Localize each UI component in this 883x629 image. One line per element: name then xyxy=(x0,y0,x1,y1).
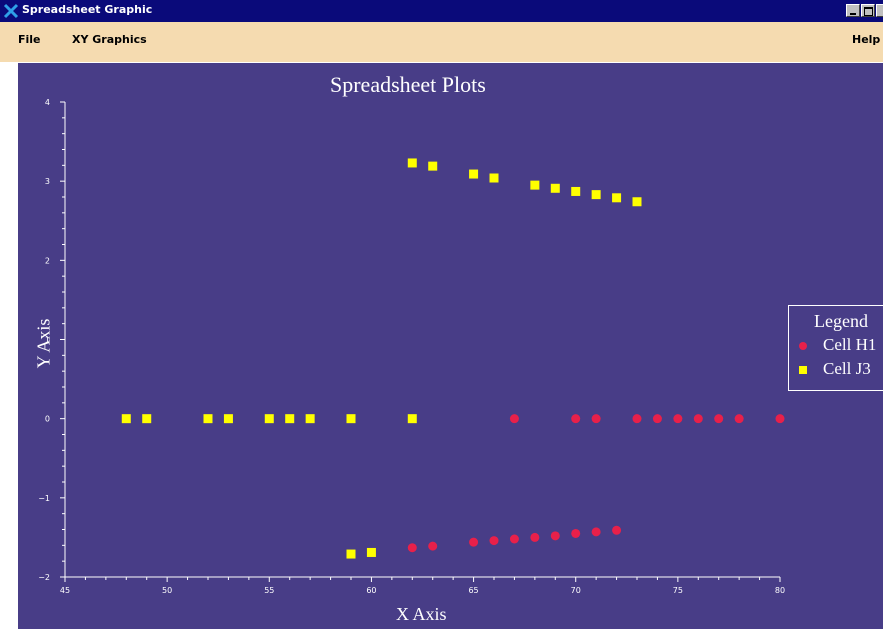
data-point-cell-h1 xyxy=(550,531,560,541)
data-point-cell-h1 xyxy=(571,414,581,424)
data-point-cell-j3 xyxy=(591,190,601,200)
data-point-cell-h1 xyxy=(673,414,683,424)
data-point-cell-h1 xyxy=(571,528,581,538)
data-point-cell-j3 xyxy=(264,414,274,424)
data-point-cell-j3 xyxy=(142,414,152,424)
data-point-cell-j3 xyxy=(346,414,356,424)
data-point-cell-h1 xyxy=(591,414,601,424)
data-point-cell-h1 xyxy=(775,414,785,424)
y-tick-label: −2 xyxy=(38,573,50,582)
legend-label: Cell J3 xyxy=(823,359,871,378)
data-point-cell-h1 xyxy=(469,537,479,547)
data-point-cell-h1 xyxy=(632,414,642,424)
data-point-cell-j3 xyxy=(121,414,131,424)
x-tick-label: 60 xyxy=(366,586,376,595)
data-point-cell-j3 xyxy=(489,173,499,183)
chart-title: Spreadsheet Plots xyxy=(330,72,486,97)
data-point-cell-j3 xyxy=(407,414,417,424)
x-tick-label: 50 xyxy=(162,586,172,595)
close-button[interactable] xyxy=(876,4,883,17)
data-point-cell-h1 xyxy=(509,534,519,544)
data-point-cell-j3 xyxy=(407,158,417,168)
data-point-cell-h1 xyxy=(509,414,519,424)
window-title: Spreadsheet Graphic xyxy=(22,3,153,16)
data-point-cell-h1 xyxy=(591,527,601,537)
data-point-cell-j3 xyxy=(346,549,356,559)
menu-help[interactable]: Help xyxy=(852,33,881,46)
data-point-cell-h1 xyxy=(652,414,662,424)
legend-entry-cell-j3: Cell J3 xyxy=(795,358,883,380)
data-point-cell-j3 xyxy=(305,414,315,424)
data-point-cell-h1 xyxy=(530,532,540,542)
x-tick-label: 45 xyxy=(60,586,70,595)
window-titlebar: Spreadsheet Graphic xyxy=(0,0,883,22)
data-point-cell-j3 xyxy=(612,193,622,203)
x-logo-icon xyxy=(3,3,19,19)
data-point-cell-j3 xyxy=(428,161,438,171)
legend: Legend Cell H1 Cell J3 xyxy=(788,305,883,391)
data-point-cell-j3 xyxy=(550,183,560,193)
x-tick-label: 80 xyxy=(775,586,785,595)
data-point-cell-h1 xyxy=(489,536,499,546)
data-point-cell-j3 xyxy=(530,180,540,190)
menu-xy-graphics[interactable]: XY Graphics xyxy=(72,33,147,46)
plot-area: Spreadsheet Plots 45 50 55 60 65 70 75 80 −2 −1 0 1… xyxy=(18,63,883,629)
maximize-button[interactable] xyxy=(861,4,875,17)
y-tick-label: 4 xyxy=(45,98,50,107)
data-point-cell-h1 xyxy=(693,414,703,424)
legend-title: Legend xyxy=(814,311,868,331)
data-point-cell-j3 xyxy=(469,169,479,179)
legend-label: Cell H1 xyxy=(823,335,877,354)
menu-file[interactable]: File xyxy=(18,33,41,46)
data-point-cell-j3 xyxy=(285,414,295,424)
y-tick-label: 2 xyxy=(45,256,50,265)
scatter-chart: 45 50 55 60 65 70 75 80 −2 −1 0 1 2 3 4 xyxy=(38,98,785,595)
data-point-cell-h1 xyxy=(714,414,724,424)
x-tick-label: 75 xyxy=(673,586,683,595)
x-axis-label: X Axis xyxy=(396,604,447,624)
menubar: File XY Graphics Help xyxy=(0,33,883,62)
data-point-cell-h1 xyxy=(407,543,417,553)
data-point-cell-j3 xyxy=(571,186,581,196)
x-tick-label: 55 xyxy=(264,586,274,595)
legend-marker-square xyxy=(799,366,807,374)
legend-entry-cell-h1: Cell H1 xyxy=(795,334,883,356)
y-tick-label: −1 xyxy=(38,494,50,503)
data-point-cell-j3 xyxy=(203,414,213,424)
data-point-cell-h1 xyxy=(612,525,622,535)
y-tick-label: 0 xyxy=(45,415,50,424)
data-point-cell-j3 xyxy=(366,547,376,557)
legend-marker-circle xyxy=(799,342,807,350)
data-point-cell-h1 xyxy=(734,414,744,424)
x-tick-label: 65 xyxy=(468,586,478,595)
data-point-cell-j3 xyxy=(632,197,642,207)
y-axis-label: Y Axis xyxy=(33,318,54,369)
minimize-button[interactable] xyxy=(846,4,860,17)
menubar-strip xyxy=(0,22,883,35)
x-tick-label: 70 xyxy=(571,586,581,595)
y-tick-label: 1 xyxy=(45,336,50,345)
y-tick-label: 3 xyxy=(45,177,50,186)
data-point-cell-h1 xyxy=(428,541,438,551)
data-point-cell-j3 xyxy=(223,414,233,424)
